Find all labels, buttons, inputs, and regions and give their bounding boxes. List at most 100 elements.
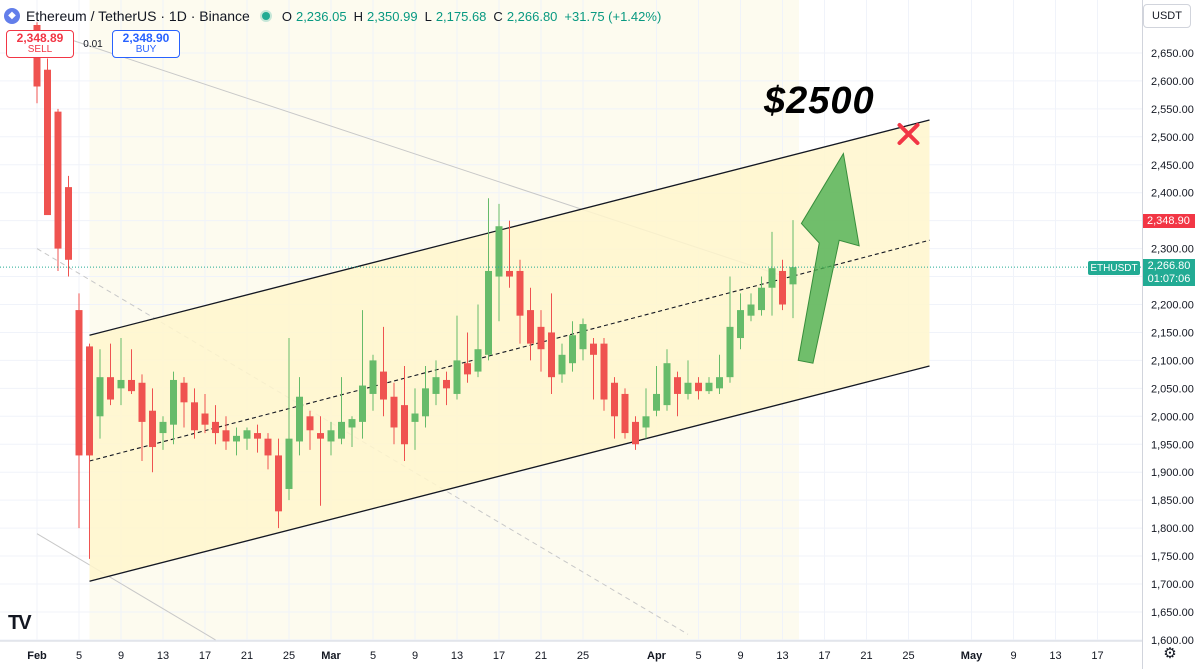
candle-body bbox=[138, 382, 146, 422]
price-axis-tick-label: 2,550.00 bbox=[1151, 104, 1194, 116]
ohlc-close-key: C bbox=[493, 8, 503, 24]
time-axis-tick-label: 5 bbox=[76, 650, 82, 662]
time-axis-tick-label: 21 bbox=[535, 650, 547, 662]
price-axis-tick-label: 2,500.00 bbox=[1151, 132, 1194, 144]
candle-body bbox=[600, 343, 608, 400]
candle-body bbox=[653, 393, 660, 411]
target-price-annotation[interactable]: $2500 bbox=[764, 80, 875, 122]
candle-body bbox=[663, 363, 671, 406]
price-axis-tick-label: 1,700.00 bbox=[1151, 579, 1194, 591]
price-axis-tick-label: 2,100.00 bbox=[1151, 355, 1194, 367]
candle-body bbox=[485, 270, 492, 355]
price-chart[interactable]: Feb 5 9 13 17 21 25 Mar 5 9 13 17 21 25 Apr 5 9 13 17 21 25 M… bbox=[0, 0, 1142, 669]
candle-body bbox=[758, 287, 765, 311]
candle-body bbox=[128, 379, 135, 392]
candle-body bbox=[44, 69, 51, 216]
last-price-value: 2,266.80 bbox=[1147, 259, 1191, 272]
candle-body bbox=[54, 111, 62, 249]
currency-button[interactable]: USDT bbox=[1143, 4, 1191, 28]
candle-body bbox=[317, 433, 324, 439]
price-axis-tick-label: 1,600.00 bbox=[1151, 635, 1194, 647]
candle-body bbox=[369, 360, 377, 394]
candle-body bbox=[285, 438, 293, 489]
settings-gear-icon[interactable]: ⚙ bbox=[1163, 645, 1177, 662]
price-axis-tick-label: 2,600.00 bbox=[1151, 76, 1194, 88]
time-axis-tick-label: 17 bbox=[199, 650, 211, 662]
candle-body bbox=[705, 382, 713, 392]
bar-countdown: 01:07:06 bbox=[1147, 272, 1191, 285]
ohlc-low-key: L bbox=[424, 8, 432, 24]
time-axis-tick-label: 21 bbox=[241, 650, 253, 662]
candle-body bbox=[495, 226, 503, 277]
price-axis-tick-label: 1,650.00 bbox=[1151, 607, 1194, 619]
candle-body bbox=[243, 430, 251, 439]
candle-body bbox=[674, 377, 681, 394]
candle-body bbox=[695, 382, 702, 392]
candle-body bbox=[621, 393, 629, 434]
candle-body bbox=[411, 413, 419, 422]
ask-price-tag: 2,348.90 bbox=[1143, 214, 1195, 228]
time-axis-bg bbox=[0, 642, 1142, 669]
candle-body bbox=[149, 410, 156, 448]
candle-body bbox=[222, 430, 230, 442]
ohlc-legend: O 2,236.05 H 2,350.99 L 2,175.68 C 2,266.80 … bbox=[282, 9, 664, 24]
time-axis-tick-label: 5 bbox=[695, 650, 701, 662]
symbol-title[interactable]: Ethereum / TetherUS · 1D · Binance bbox=[26, 8, 250, 24]
sell-button[interactable]: 2,348.89 SELL bbox=[6, 30, 74, 58]
time-axis: Feb 5 9 13 17 21 25 Mar 5 9 13 17 21 25 Apr 5 9 13 17 21 25 M… bbox=[0, 640, 1142, 669]
time-axis-tick-label: 25 bbox=[902, 650, 914, 662]
candle-body bbox=[432, 377, 440, 394]
candle-body bbox=[338, 421, 345, 439]
time-axis-tick-label: 5 bbox=[370, 650, 376, 662]
candle-body bbox=[170, 379, 177, 425]
time-axis-tick-label: Mar bbox=[321, 650, 341, 662]
candle-body bbox=[117, 379, 125, 389]
time-axis-tick-label: Feb bbox=[27, 650, 47, 662]
tradingview-logo[interactable]: TV bbox=[8, 612, 32, 634]
buy-button[interactable]: 2,348.90 BUY bbox=[112, 30, 180, 58]
time-axis-tick-label: 13 bbox=[157, 650, 169, 662]
candle-body bbox=[180, 382, 188, 403]
candle-body bbox=[327, 430, 335, 442]
price-axis[interactable]: 1,600.00 1,650.00 1,700.00 1,750.00 1,800.00… bbox=[1142, 0, 1200, 669]
candle-body bbox=[474, 349, 482, 372]
candle-body bbox=[527, 310, 534, 344]
candle-body bbox=[558, 354, 566, 375]
spread-value: 0.01 bbox=[83, 38, 103, 50]
chart-header: ◆ Ethereum / TetherUS · 1D · Binance O 2,… bbox=[4, 6, 664, 26]
candle-body bbox=[579, 324, 587, 350]
candle-body bbox=[726, 326, 734, 378]
trade-panel: 2,348.89 SELL 0.01 2,348.90 BUY bbox=[6, 30, 180, 58]
price-axis-tick-label: 2,050.00 bbox=[1151, 383, 1194, 395]
ohlc-open-key: O bbox=[281, 8, 292, 24]
sell-price: 2,348.89 bbox=[16, 31, 64, 46]
ohlc-change-value: +31.75 (+1.42%) bbox=[564, 8, 662, 24]
candle-body bbox=[737, 310, 744, 339]
time-axis-tick-label: 9 bbox=[412, 650, 418, 662]
sell-label: SELL bbox=[27, 44, 53, 56]
candle-body bbox=[684, 382, 692, 394]
diagonal-line-lower bbox=[36, 533, 216, 641]
candle-body bbox=[611, 382, 618, 417]
annotation-layer bbox=[0, 123, 1142, 364]
candle-body bbox=[275, 455, 282, 512]
price-axis-tick-label: 2,650.00 bbox=[1151, 48, 1194, 60]
candle-body bbox=[390, 396, 398, 428]
target-arrow bbox=[797, 152, 860, 364]
time-axis-tick-label: 9 bbox=[737, 650, 743, 662]
time-axis-tick-label: 13 bbox=[1049, 650, 1061, 662]
candle-body bbox=[380, 371, 387, 400]
candle-body bbox=[779, 270, 786, 305]
price-axis-tick-label: 1,800.00 bbox=[1151, 523, 1194, 535]
price-axis-tick-label: 1,750.00 bbox=[1151, 551, 1194, 563]
candle-body bbox=[233, 435, 240, 442]
candle-body bbox=[642, 416, 650, 428]
price-axis-tick-label: 1,950.00 bbox=[1151, 439, 1194, 451]
time-axis-tick-label: 13 bbox=[776, 650, 788, 662]
candle-body bbox=[201, 413, 209, 425]
time-axis-tick-label: 17 bbox=[818, 650, 830, 662]
ohlc-close-value: 2,266.80 bbox=[506, 8, 558, 24]
time-axis-tick-label: Apr bbox=[647, 650, 667, 662]
ethereum-icon: ◆ bbox=[4, 8, 20, 24]
ohlc-high-key: H bbox=[353, 8, 363, 24]
